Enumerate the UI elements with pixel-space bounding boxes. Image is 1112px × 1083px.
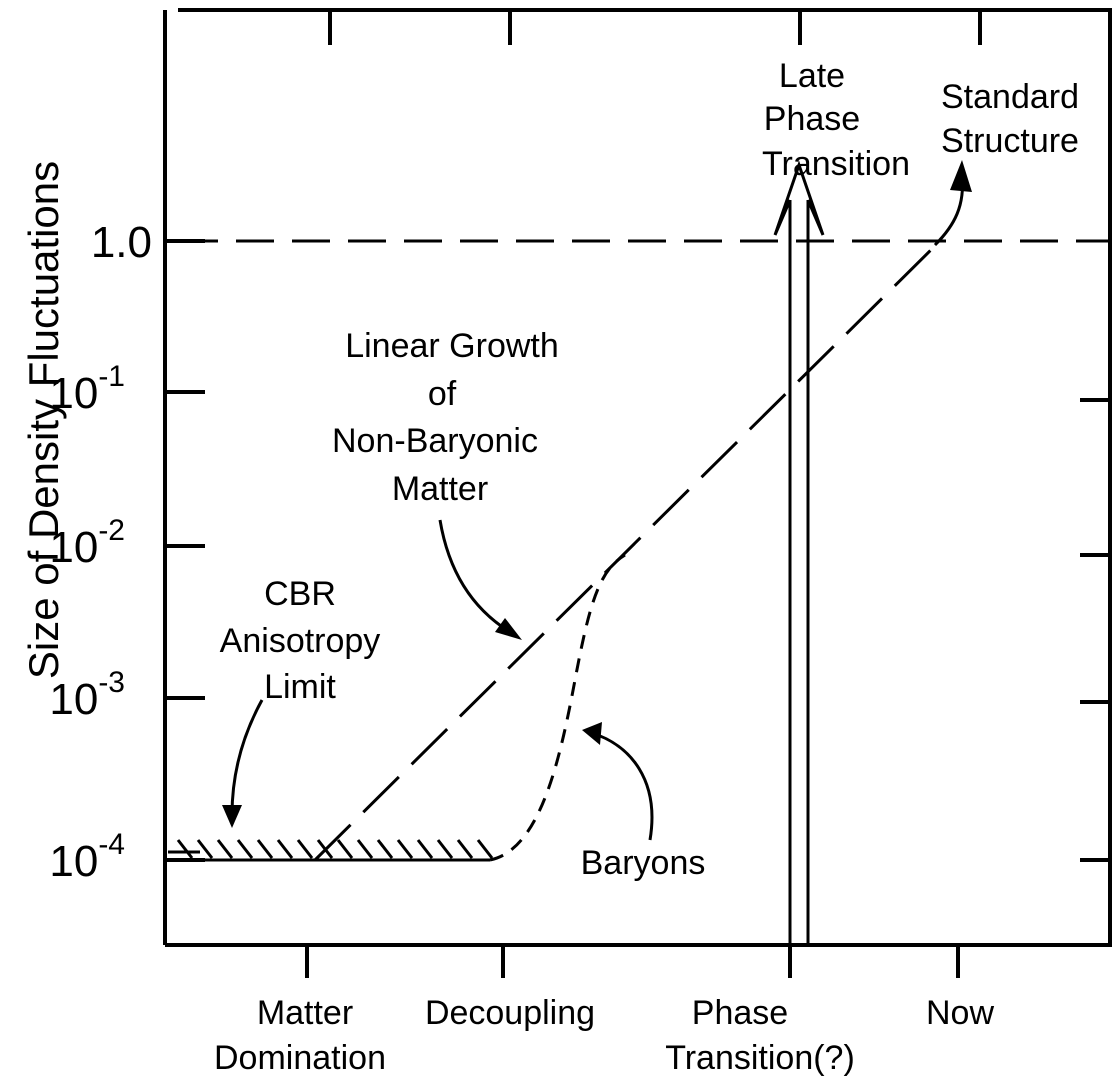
- tick-exponent: -2: [98, 514, 125, 547]
- tick-base: 10: [49, 523, 98, 572]
- hatch-line: [276, 839, 294, 859]
- hatch-line: [396, 839, 414, 859]
- annotation: Late: [779, 57, 845, 95]
- hatch-line: [296, 839, 314, 859]
- annotation: Baryons: [581, 844, 706, 882]
- annotation: Matter: [392, 470, 488, 508]
- y-tick-label: 10-3: [49, 666, 125, 724]
- hatch-line: [356, 839, 374, 859]
- y-tick-label: 1.0: [91, 218, 152, 267]
- baryons-arrow: [591, 731, 654, 841]
- y-tick-label: 10-1: [49, 360, 125, 418]
- hatch-line: [376, 839, 394, 859]
- hatch-line: [196, 839, 214, 859]
- hatch-line: [316, 839, 334, 859]
- hatch-line: [416, 839, 434, 859]
- hatch-line: [336, 839, 354, 859]
- x-tick-label: Domination: [214, 1039, 386, 1077]
- x-tick-label: Phase: [692, 994, 788, 1032]
- hatch-line: [456, 839, 474, 859]
- y-axis-label: Size of Density Fluctuations: [20, 161, 67, 679]
- linear-growth-arrow: [438, 519, 516, 637]
- cbr-hatching: [176, 839, 494, 859]
- annotations: Late Phase Transition Standard Structure Line…: [220, 57, 1079, 882]
- left-ticks: [165, 239, 205, 862]
- top-ticks: [328, 10, 982, 45]
- right-ticks: [1080, 398, 1112, 862]
- y-tick-label: 10-2: [49, 514, 125, 572]
- annotation: Anisotropy: [220, 622, 381, 660]
- hatch-line: [176, 839, 194, 859]
- x-tick-label: Transition(?): [665, 1039, 855, 1077]
- annotation: of: [428, 375, 457, 413]
- cbr-arrow: [230, 699, 264, 816]
- hatch-line: [256, 839, 274, 859]
- arrowhead: [495, 618, 522, 640]
- tick-base: 1.0: [91, 218, 152, 267]
- tick-exponent: -1: [98, 360, 125, 393]
- bottom-ticks: [305, 945, 960, 978]
- annotation: Limit: [264, 668, 336, 706]
- annotation: Standard: [941, 78, 1079, 116]
- x-tick-label: Decoupling: [425, 994, 595, 1032]
- arrowhead: [950, 160, 972, 192]
- x-tick-labels: Matter Domination Decoupling Phase Transitio…: [214, 994, 994, 1077]
- tick-base: 10: [49, 369, 98, 418]
- x-tick-label: Now: [926, 994, 994, 1032]
- tick-base: 10: [49, 675, 98, 724]
- annotation: CBR: [264, 575, 336, 613]
- arrowhead: [582, 722, 602, 745]
- hatch-line: [436, 839, 454, 859]
- annotation: Transition: [762, 145, 910, 183]
- hatch-line: [216, 839, 234, 859]
- hatch-line: [476, 839, 494, 859]
- annotation: Linear Growth: [345, 327, 559, 365]
- y-tick-label: 10-4: [49, 828, 125, 886]
- tick-base: 10: [49, 837, 98, 886]
- arrowhead: [222, 805, 242, 828]
- phase-transition-arrow: [773, 160, 825, 945]
- annotation: Phase: [764, 100, 860, 138]
- tick-exponent: -3: [98, 666, 125, 699]
- hatch-line: [236, 839, 254, 859]
- x-tick-label: Matter: [257, 994, 353, 1032]
- tick-exponent: -4: [98, 828, 125, 861]
- annotation: Non-Baryonic: [332, 422, 538, 460]
- baryon-growth: [489, 553, 626, 862]
- non-baryonic-growth: [313, 239, 942, 862]
- y-tick-labels: 1.010-110-210-310-4: [49, 218, 152, 886]
- annotation: Structure: [941, 122, 1079, 160]
